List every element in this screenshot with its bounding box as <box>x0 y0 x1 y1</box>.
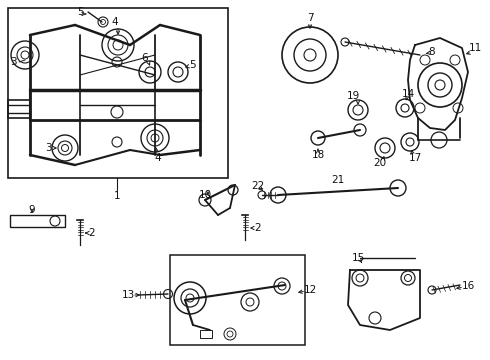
Text: 1: 1 <box>114 191 121 201</box>
Bar <box>170 255 305 345</box>
Text: 3: 3 <box>10 57 16 67</box>
Bar <box>8 8 228 178</box>
Text: 7: 7 <box>307 13 313 23</box>
Text: 20: 20 <box>373 158 387 168</box>
Text: 11: 11 <box>468 43 482 53</box>
Text: 10: 10 <box>198 190 212 200</box>
Text: 22: 22 <box>251 181 265 191</box>
Bar <box>10 215 65 227</box>
Text: 12: 12 <box>303 285 317 295</box>
Text: 2: 2 <box>89 228 96 238</box>
Bar <box>8 100 30 118</box>
Text: 15: 15 <box>351 253 365 263</box>
Text: 8: 8 <box>429 47 435 57</box>
Text: 2: 2 <box>255 223 261 233</box>
Text: 16: 16 <box>462 281 475 291</box>
Text: 17: 17 <box>408 153 421 163</box>
Text: 4: 4 <box>112 17 118 27</box>
Text: 21: 21 <box>331 175 344 185</box>
Text: 3: 3 <box>45 143 51 153</box>
Text: 5: 5 <box>77 7 83 17</box>
Text: 4: 4 <box>155 153 161 163</box>
Text: 5: 5 <box>189 60 196 70</box>
Text: 14: 14 <box>401 89 415 99</box>
Text: 9: 9 <box>29 205 35 215</box>
Bar <box>200 330 212 338</box>
Text: 13: 13 <box>122 290 135 300</box>
Text: 18: 18 <box>311 150 325 160</box>
Text: 19: 19 <box>346 91 360 101</box>
Text: 6: 6 <box>142 53 148 63</box>
